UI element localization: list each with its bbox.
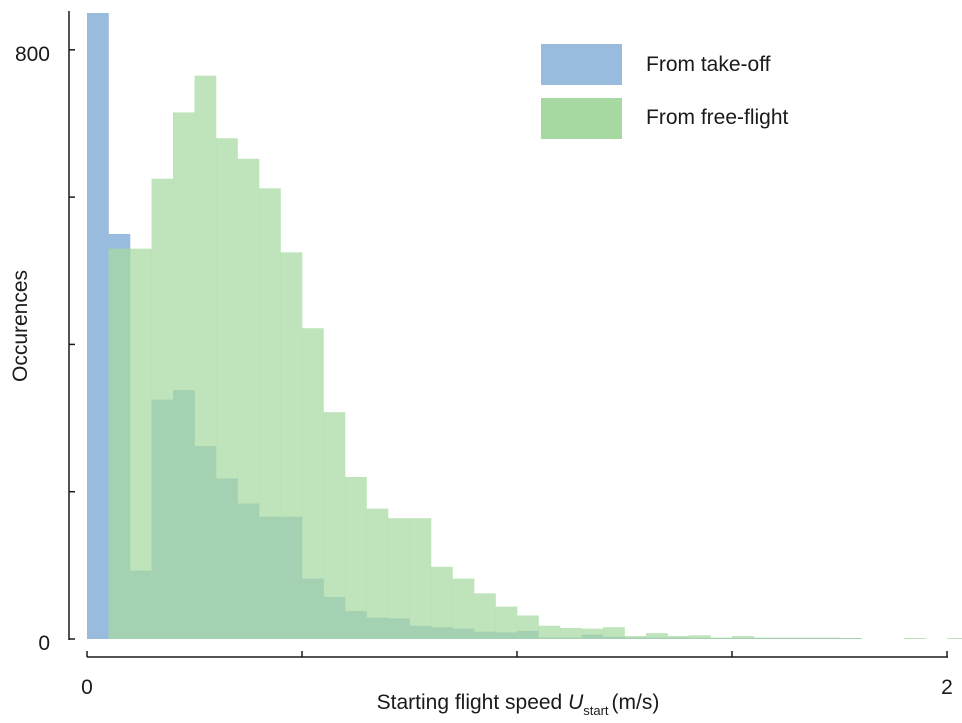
y-tick-label: 800 <box>15 43 50 66</box>
freeflight-bar <box>646 633 668 639</box>
freeflight-bar <box>603 627 625 639</box>
freeflight-bar <box>194 75 217 640</box>
freeflight-bar <box>366 508 389 639</box>
freeflight-bar <box>710 637 733 639</box>
freeflight-bar <box>839 638 862 639</box>
freeflight-bar <box>323 412 346 639</box>
freeflight-bar <box>388 518 410 639</box>
freeflight-bar <box>796 637 819 639</box>
freeflight-bar <box>130 248 152 640</box>
freeflight-bar <box>581 628 604 639</box>
y-axis-title: Occurences <box>9 270 32 382</box>
x-axis-title: Starting flight speed Ustart (m/s) <box>377 691 660 718</box>
freeflight-bars <box>108 75 962 640</box>
freeflight-bar <box>173 112 195 640</box>
freeflight-bar <box>947 638 962 639</box>
freeflight-bar <box>624 636 647 639</box>
freeflight-bar <box>517 615 539 639</box>
freeflight-bar <box>775 637 797 639</box>
legend-label-takeoff: From take-off <box>646 53 771 76</box>
legend-label-freeflight: From free-flight <box>646 106 789 129</box>
freeflight-bar <box>732 636 754 639</box>
y-tick-label: 0 <box>38 632 50 655</box>
freeflight-bar <box>409 518 432 639</box>
y-axis-ticks: 0 800 <box>15 43 75 655</box>
freeflight-bar <box>452 578 475 639</box>
freeflight-bar <box>237 158 260 639</box>
takeoff-bar <box>87 13 109 639</box>
x-tick-label: 0 <box>81 676 93 699</box>
freeflight-bar <box>474 593 496 639</box>
freeflight-bar <box>345 476 367 639</box>
freeflight-bar <box>904 638 926 639</box>
freeflight-bar <box>259 188 281 639</box>
freeflight-bar <box>818 637 840 639</box>
x-axis-title-suffix: (m/s) <box>612 691 660 714</box>
x-axis-title-subscript: start <box>583 703 609 718</box>
x-axis-title-prefix: Starting flight speed <box>377 691 568 714</box>
legend-swatch-takeoff <box>541 44 622 85</box>
x-tick-label: 2 <box>941 676 953 699</box>
freeflight-bar <box>216 138 238 639</box>
freeflight-bar <box>431 566 453 639</box>
freeflight-bar <box>667 636 690 639</box>
freeflight-bar <box>108 248 131 640</box>
freeflight-bar <box>753 637 776 639</box>
freeflight-bar <box>538 625 561 639</box>
freeflight-bar <box>151 178 174 639</box>
freeflight-bar <box>495 606 518 639</box>
freeflight-bar <box>302 328 324 639</box>
x-axis-title-symbol: U <box>568 691 584 714</box>
freeflight-bar <box>689 635 711 639</box>
legend-swatch-freeflight <box>541 98 622 139</box>
legend: From take-off From free-flight <box>541 44 789 139</box>
freeflight-bar <box>280 252 303 639</box>
freeflight-bar <box>560 627 582 639</box>
